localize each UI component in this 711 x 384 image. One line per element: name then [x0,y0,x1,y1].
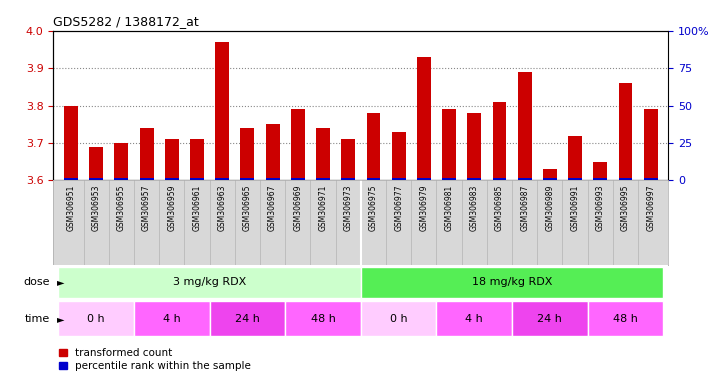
Bar [442,178,456,180]
Bar [90,178,103,180]
Bar [568,136,582,180]
Bar [518,72,532,180]
Bar [266,124,279,180]
Bar [190,139,204,180]
Text: dose: dose [23,277,50,287]
Text: GSM306973: GSM306973 [343,185,353,231]
Text: GSM306975: GSM306975 [369,185,378,231]
Bar [90,147,103,180]
Text: GSM306991: GSM306991 [571,185,579,231]
Bar [240,128,255,180]
Text: ►: ► [57,277,65,287]
Text: GSM306985: GSM306985 [495,185,504,231]
Text: GSM306965: GSM306965 [243,185,252,231]
Bar [341,139,356,180]
Bar [392,178,405,180]
Bar [266,178,279,180]
Bar [493,178,506,180]
Text: GSM306969: GSM306969 [294,185,302,231]
Bar [543,169,557,180]
Text: GSM306955: GSM306955 [117,185,126,231]
Text: GSM306961: GSM306961 [193,185,201,231]
Bar [619,83,632,180]
Bar [568,178,582,180]
Bar [588,301,663,336]
Text: time: time [24,314,50,324]
Text: GSM306989: GSM306989 [545,185,555,231]
Text: GDS5282 / 1388172_at: GDS5282 / 1388172_at [53,15,199,28]
Bar [341,178,356,180]
Bar [417,57,431,180]
Text: GSM306963: GSM306963 [218,185,227,231]
Bar [139,128,154,180]
Text: GSM306951: GSM306951 [66,185,75,231]
Text: GSM306967: GSM306967 [268,185,277,231]
Bar [215,178,229,180]
Text: 0 h: 0 h [87,314,105,324]
Text: GSM306977: GSM306977 [394,185,403,231]
Text: GSM306997: GSM306997 [646,185,656,231]
Bar [316,178,330,180]
Legend: transformed count, percentile rank within the sample: transformed count, percentile rank withi… [58,348,251,371]
Bar [360,301,437,336]
Text: 24 h: 24 h [235,314,260,324]
Bar [417,178,431,180]
Bar [58,301,134,336]
Text: GSM306959: GSM306959 [167,185,176,231]
Text: 48 h: 48 h [613,314,638,324]
Bar [392,132,405,180]
Bar [58,266,360,298]
Bar [543,178,557,180]
Bar [360,266,663,298]
Bar [240,178,255,180]
Bar [134,301,210,336]
Bar [437,301,512,336]
Bar [467,113,481,180]
Bar [442,109,456,180]
Text: GSM306995: GSM306995 [621,185,630,231]
Text: GSM306987: GSM306987 [520,185,529,231]
Text: GSM306993: GSM306993 [596,185,605,231]
Text: GSM306983: GSM306983 [470,185,479,231]
Bar [366,113,380,180]
Text: 24 h: 24 h [538,314,562,324]
Bar [64,178,78,180]
Bar [594,162,607,180]
Text: 3 mg/kg RDX: 3 mg/kg RDX [173,277,246,287]
Bar [594,178,607,180]
Bar [165,139,178,180]
Bar [316,128,330,180]
Bar [643,178,658,180]
Text: GSM306957: GSM306957 [142,185,151,231]
Text: GSM306979: GSM306979 [419,185,428,231]
Bar [493,102,506,180]
Bar [366,178,380,180]
Bar [512,301,588,336]
Bar [64,106,78,180]
Text: GSM306971: GSM306971 [319,185,328,231]
Bar [114,143,128,180]
Text: GSM306953: GSM306953 [92,185,101,231]
Text: 4 h: 4 h [466,314,483,324]
Bar [291,109,305,180]
Bar [114,178,128,180]
Text: GSM306981: GSM306981 [444,185,454,231]
Text: ►: ► [57,314,65,324]
Bar [518,178,532,180]
Bar [291,178,305,180]
Bar [215,42,229,180]
Text: 0 h: 0 h [390,314,407,324]
Bar [619,178,632,180]
Bar [285,301,360,336]
Bar [139,178,154,180]
Text: 48 h: 48 h [311,314,336,324]
Bar [643,109,658,180]
Text: 4 h: 4 h [163,314,181,324]
Bar [165,178,178,180]
Text: 18 mg/kg RDX: 18 mg/kg RDX [472,277,552,287]
Bar [467,178,481,180]
Bar [190,178,204,180]
Bar [210,301,285,336]
